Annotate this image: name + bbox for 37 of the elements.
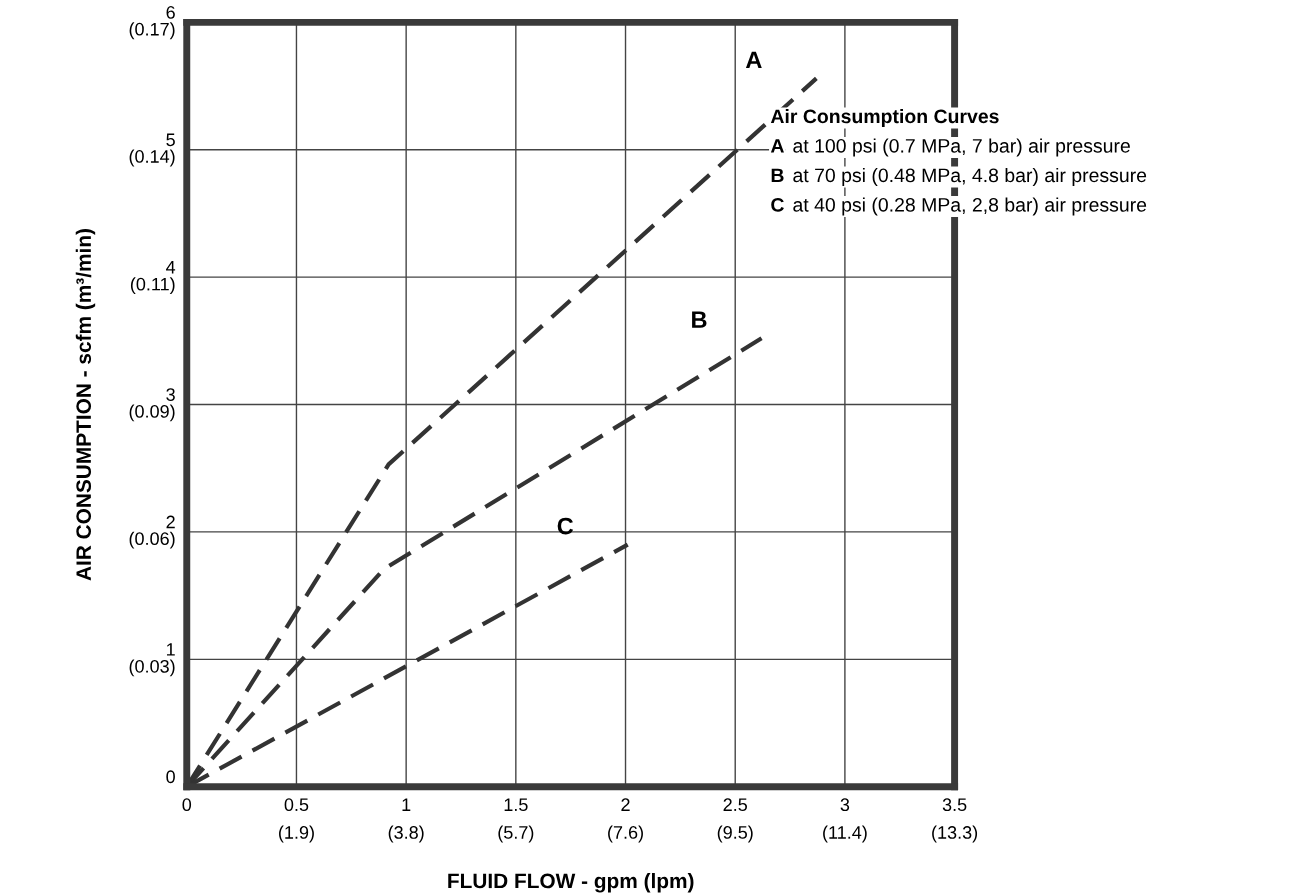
annotation: B at 70 psi (0.48 MPa, 4.8 bar) air pressure — [771, 167, 1147, 187]
x-tick-label: 1.5 — [504, 798, 528, 812]
x-tick-label: 0 — [182, 798, 192, 812]
y-tick-label: 2 — [166, 515, 175, 529]
y2-tick-label: (0.06) — [129, 531, 175, 549]
series-label: A — [745, 51, 762, 68]
y2-tick-label: (0.09) — [129, 404, 175, 422]
y-tick-label: 3 — [166, 388, 175, 401]
x-axis-title: FLUID FLOW - gpm (lpm) — [448, 873, 694, 893]
x2-tick-label: (7.6) — [608, 825, 643, 843]
x-tick-label: 0.5 — [284, 798, 309, 812]
x2-tick-label: (9.5) — [717, 825, 753, 843]
x2-tick-label: (1.9) — [279, 825, 314, 843]
annotation: A at 100 psi (0.7 MPa, 7 bar) air pressure — [770, 138, 1130, 157]
y-tick-label: 5 — [166, 133, 175, 147]
series-label: C — [557, 517, 574, 535]
y-tick-label: 4 — [166, 260, 176, 274]
y2-tick-label: (0.11) — [130, 277, 175, 295]
x-tick-label: 2.5 — [723, 798, 748, 812]
y2-tick-label: (0.17) — [129, 22, 175, 40]
x2-tick-label: (11.4) — [823, 825, 867, 843]
y-tick-label: 6 — [166, 6, 175, 19]
x-tick-label: 3 — [840, 798, 850, 812]
x2-tick-label: (13.3) — [932, 825, 978, 843]
x2-tick-label: (5.7) — [498, 825, 534, 843]
series-label: B — [692, 311, 707, 328]
annotation: Air Consumption Curves — [770, 108, 999, 128]
y2-axis-title: AIR CONSUMPTION - scfm (m³/min) — [75, 229, 96, 581]
y2-tick-label: (0.14) — [129, 149, 175, 167]
annotation: C at 40 psi (0.28 MPa, 2,8 bar) air pressure — [771, 197, 1147, 216]
x-tick-label: 1 — [402, 798, 411, 811]
y2-tick-label: (0.03) — [129, 659, 175, 677]
x-tick-label: 2 — [621, 798, 630, 811]
y-tick-label: 0 — [166, 770, 175, 784]
x2-tick-label: (3.8) — [388, 825, 424, 843]
x-tick-label: 3.5 — [942, 798, 967, 812]
y-tick-label: 1 — [166, 643, 175, 656]
